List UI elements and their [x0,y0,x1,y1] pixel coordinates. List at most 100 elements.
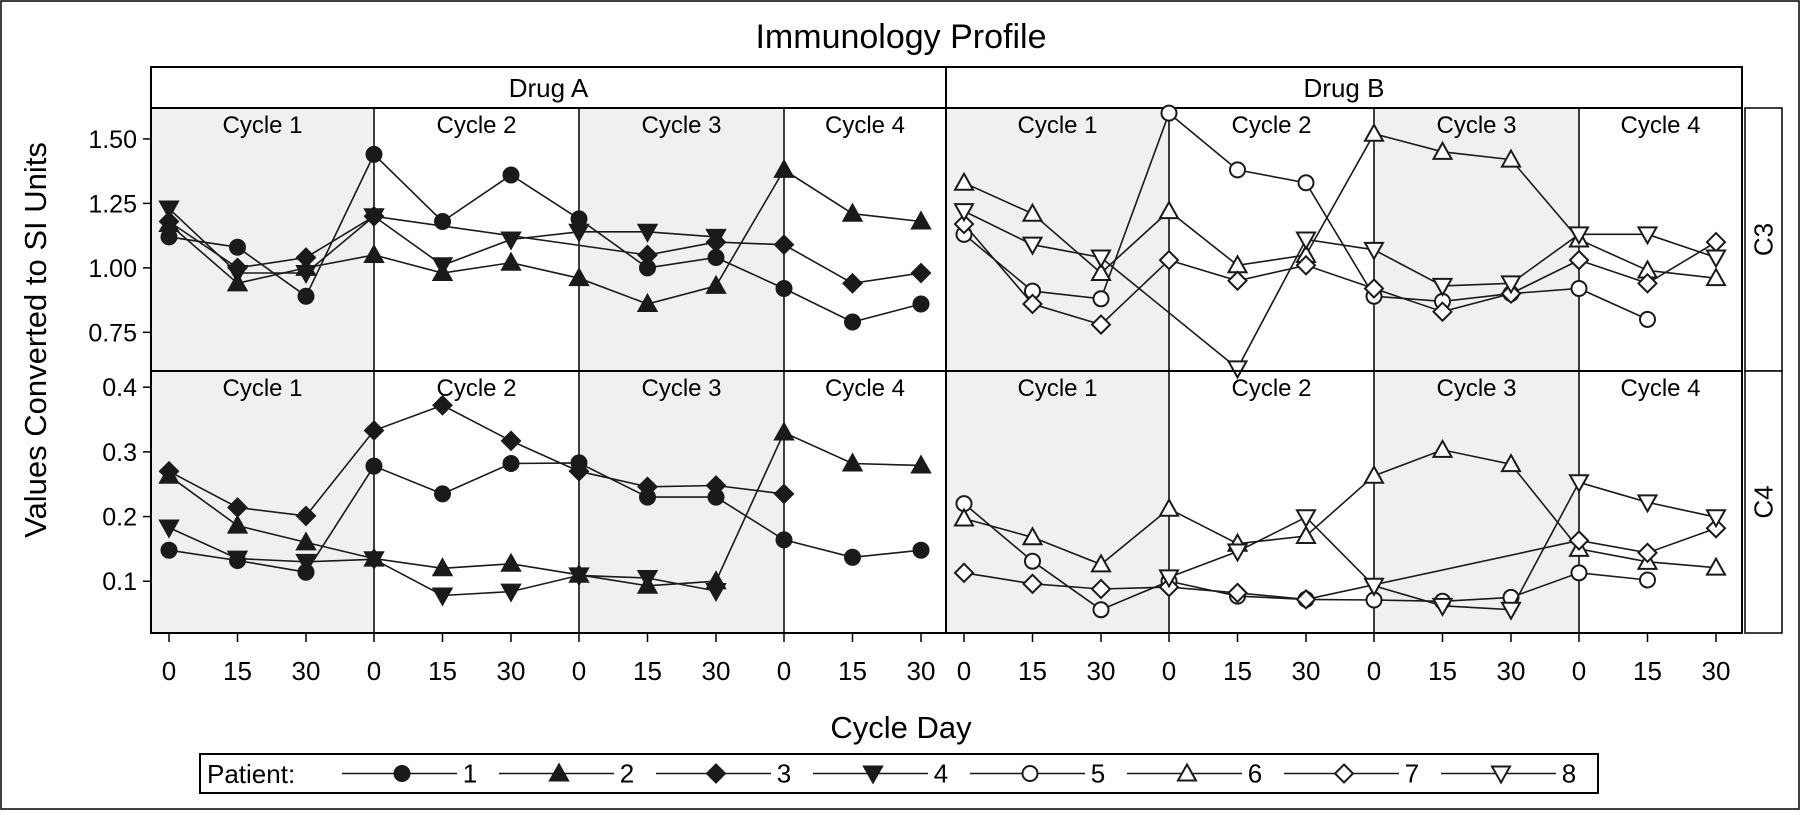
cycle-label: Cycle 4 [825,112,905,139]
data-point-patient-2 [295,531,317,551]
legend-marker-diamond [705,763,727,784]
data-point-patient-1 [365,457,383,475]
data-point-patient-1 [844,313,861,331]
data-point-patient-7 [1568,530,1590,551]
legend-marker-triangle-down [862,765,884,785]
data-point-patient-6 [1021,202,1044,222]
data-point-patient-1 [434,485,451,503]
data-point-patient-7 [953,213,975,235]
column-header-label-drug-a: Drug A [509,73,589,103]
data-point-patient-6 [1158,497,1180,517]
data-point-patient-8 [1568,226,1590,246]
data-point-patient-6 [1431,438,1454,458]
data-point-patient-4 [226,265,249,285]
legend-entry-5: 5 [970,759,1105,789]
data-point-patient-8 [1021,236,1044,256]
data-point-patient-5 [1570,564,1588,582]
data-point-patient-8 [1158,569,1180,589]
data-point-patient-1 [844,548,861,566]
data-point-patient-8 [1705,509,1727,529]
data-point-patient-3 [637,244,658,266]
data-point-patient-3 [842,272,863,294]
series-line-patient-3 [168,404,785,517]
x-tick-label: 0 [162,656,176,686]
data-point-patient-1 [502,455,520,473]
cycle-shading-cycle-1 [151,371,374,633]
cycle-shading-cycle-1 [946,371,1169,633]
data-point-patient-2 [636,292,659,312]
x-tick-label: 0 [1162,656,1176,686]
data-point-patient-1 [775,531,793,549]
y-tick-label: 0.2 [102,504,137,532]
data-point-patient-2 [431,557,454,577]
data-point-patient-8 [1500,601,1522,621]
legend-label: 2 [620,759,634,789]
data-point-patient-4 [295,265,317,285]
chart-title: Immunology Profile [755,18,1046,56]
legend: Patient: 1 2 3 4 5 6 7 8 [199,753,1599,794]
data-point-patient-3 [773,483,795,505]
x-tick-label: 0 [572,656,586,686]
x-tick-label: 30 [1497,656,1526,686]
data-point-patient-7 [1568,249,1590,271]
legend-label: 8 [1562,759,1576,789]
data-point-patient-6 [1363,464,1385,484]
x-tick-label: 30 [497,656,526,686]
cycle-shading-cycle-3 [1374,371,1579,633]
cycle-label: Cycle 2 [436,112,516,139]
data-point-patient-2 [226,514,249,534]
panel-drug-b-c3: Cycle 1 Cycle 2 Cycle 3 Cycle 4 [945,104,1743,380]
legend-marker-triangle-up [1176,762,1198,782]
data-point-patient-1 [229,238,246,256]
x-tick-label: 30 [702,656,731,686]
legend-entry-7: 7 [1284,759,1419,789]
data-point-patient-2 [841,202,864,222]
y-tick-label: 0.3 [102,439,137,467]
series-line-patient-1 [168,153,922,323]
x-tick-label: 30 [907,656,936,686]
data-point-patient-8 [1705,249,1727,269]
data-point-patient-6 [1021,526,1044,546]
series-3 [158,394,795,527]
data-point-patient-4 [295,553,317,573]
series-8 [1158,474,1727,621]
y-tick-label: 1.00 [88,255,137,283]
data-point-patient-6 [953,171,975,191]
data-point-patient-3 [910,262,932,284]
data-point-patient-6 [1500,453,1522,473]
data-point-patient-4 [158,200,180,220]
data-point-patient-2 [705,274,727,294]
legend-title: Patient: [207,759,295,789]
cycle-label: Cycle 2 [436,375,516,402]
data-point-patient-8 [1226,543,1249,563]
column-header-label-drug-b: Drug B [1304,73,1385,103]
x-tick-label: 15 [1428,656,1457,686]
cycle-shading-cycle-3 [579,108,784,371]
cycle-label: Cycle 1 [222,375,302,402]
series-line-patient-1 [168,462,922,574]
cycle-label: Cycle 3 [1436,112,1516,139]
series-1 [160,145,930,331]
legend-entry-6: 6 [1127,759,1262,789]
legend-label: 7 [1405,759,1419,789]
data-point-patient-8 [1636,226,1659,246]
data-point-patient-3 [637,476,658,498]
data-point-patient-7 [1432,301,1453,323]
data-point-patient-7 [1090,578,1112,600]
y-tick-label: 0.1 [102,568,137,596]
x-tick-label: 15 [838,656,867,686]
legend-label: 5 [1091,759,1105,789]
data-point-patient-4 [363,551,385,571]
cycle-label: Cycle 1 [1017,112,1097,139]
x-tick-label: 15 [223,656,252,686]
data-point-patient-2 [363,243,385,263]
data-point-patient-6 [1363,122,1385,142]
data-point-patient-8 [1500,275,1522,295]
cycle-label: Cycle 4 [1620,375,1700,402]
data-point-patient-7 [1295,254,1317,276]
x-axis-label: Cycle Day [830,710,972,745]
data-point-patient-3 [432,394,453,416]
legend-marker-triangle-up [548,762,570,782]
x-tick-label: 30 [1702,656,1731,686]
